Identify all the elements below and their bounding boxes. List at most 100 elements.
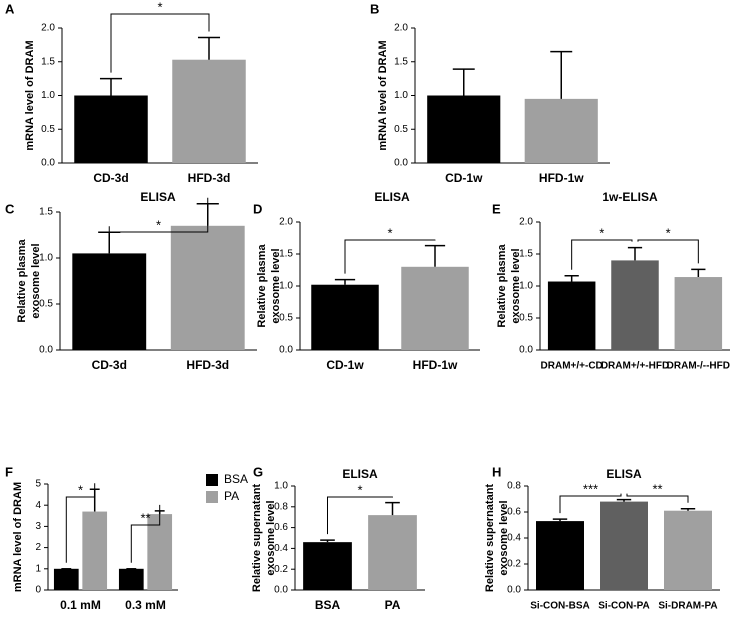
y-tick-label: 2.0	[519, 217, 533, 228]
y-tick-label: 0.4	[274, 543, 288, 554]
significance-label: *	[666, 225, 671, 240]
bar	[547, 281, 596, 350]
bar	[536, 521, 584, 590]
bar	[82, 511, 108, 590]
significance-bracket	[110, 13, 210, 73]
legend-label: BSA	[224, 472, 248, 486]
significance-bracket	[559, 493, 622, 514]
x-tick-label: 0.3 mM	[125, 598, 166, 612]
x-tick-label: Si-CON-PA	[598, 601, 649, 612]
y-tick-label: 0.0	[39, 345, 53, 356]
y-tick-label: 0.6	[274, 522, 288, 533]
significance-label: *	[156, 217, 161, 232]
y-tick-label: 3	[35, 521, 41, 532]
error-bar	[627, 246, 643, 261]
panel-letter: B	[370, 1, 379, 16]
bar	[72, 253, 147, 350]
bar	[147, 514, 173, 590]
y-tick-label: 0.0	[519, 345, 533, 356]
y-tick-label: 0.5	[279, 313, 293, 324]
chart-title: ELISA	[606, 467, 642, 481]
x-tick-label: CD-1w	[445, 171, 483, 185]
y-tick-label: 0.5	[39, 299, 53, 310]
y-axis-label: exosome level	[30, 243, 42, 318]
y-tick-label: 5	[35, 479, 41, 490]
x-tick-label: 0.1 mM	[60, 598, 101, 612]
bar	[303, 542, 352, 590]
significance-label: **	[140, 510, 150, 525]
x-tick-label: HFD-1w	[539, 171, 584, 185]
y-tick-label: 1.5	[41, 56, 55, 67]
significance-bracket	[130, 504, 161, 563]
y-tick-label: 2.0	[394, 23, 408, 34]
bar	[170, 225, 245, 350]
chart-title: ELISA	[140, 190, 176, 204]
error-bar	[197, 36, 221, 60]
x-tick-label: HFD-3d	[186, 358, 229, 372]
y-tick-label: 4	[35, 500, 41, 511]
error-bar	[550, 50, 573, 99]
bar	[664, 510, 712, 590]
significance-bracket	[344, 239, 436, 274]
error-bar	[320, 539, 335, 543]
y-tick-label: 1.5	[394, 56, 408, 67]
y-tick-label: 0.4	[507, 533, 521, 544]
y-tick-label: 0.8	[274, 501, 288, 512]
y-tick-label: 0	[35, 585, 41, 596]
y-axis-label: Relative plasma	[256, 244, 268, 328]
y-axis-label: exosome level	[498, 500, 510, 575]
panel-letter: E	[492, 201, 501, 216]
panel-letter: A	[5, 1, 15, 16]
panel-letter: G	[253, 464, 263, 479]
y-tick-label: 0.0	[41, 158, 55, 169]
error-bar	[691, 268, 706, 278]
significance-label: *	[157, 0, 162, 14]
significance-bracket	[65, 483, 96, 563]
error-bar	[99, 77, 123, 96]
y-tick-label: 0.0	[507, 585, 521, 596]
y-tick-label: 2.0	[279, 217, 293, 228]
y-axis-label: exosome level	[270, 248, 282, 323]
y-tick-label: 0.5	[519, 313, 533, 324]
error-bar	[452, 68, 475, 96]
chart-title: ELISA	[374, 190, 410, 204]
significance-label: *	[387, 225, 392, 240]
y-axis-label: Relative plasma	[16, 239, 28, 323]
legend-swatch	[206, 491, 218, 503]
bar	[368, 515, 417, 590]
y-tick-label: 1.0	[41, 90, 55, 101]
significance-bracket	[327, 496, 393, 535]
bar	[172, 59, 246, 163]
bar	[311, 284, 379, 350]
panel-letter: D	[253, 201, 262, 216]
x-tick-label: Si-DRAM-PA	[658, 601, 717, 612]
bar	[74, 95, 148, 163]
panel-letter: F	[5, 464, 13, 479]
panel-letter: H	[492, 464, 501, 479]
y-tick-label: 1.0	[274, 481, 288, 492]
x-tick-label: HFD-1w	[413, 358, 458, 372]
x-tick-label: HFD-3d	[188, 171, 231, 185]
error-bar	[616, 498, 632, 502]
significance-label: *	[78, 482, 83, 497]
significance-label: **	[652, 481, 662, 496]
y-tick-label: 0.5	[41, 124, 55, 135]
x-tick-label: Si-CON-BSA	[530, 601, 589, 612]
error-bar	[564, 275, 579, 282]
y-tick-label: 0.5	[394, 124, 408, 135]
significance-label: *	[599, 225, 604, 240]
bar	[401, 266, 469, 350]
bar	[611, 260, 659, 350]
y-tick-label: 2	[35, 542, 41, 553]
significance-label: ***	[583, 481, 598, 496]
significance-bracket	[571, 239, 633, 270]
x-tick-label: DRAM+/+-CD	[541, 361, 603, 372]
y-axis-label: mRNA level of DRAM	[377, 40, 389, 150]
x-tick-label: CD-3d	[93, 171, 128, 185]
x-tick-label: PA	[385, 598, 401, 612]
error-bar	[98, 231, 121, 254]
error-bar	[424, 244, 446, 267]
significance-bracket	[108, 197, 209, 233]
y-axis-label: Relative supernatant	[484, 484, 496, 593]
